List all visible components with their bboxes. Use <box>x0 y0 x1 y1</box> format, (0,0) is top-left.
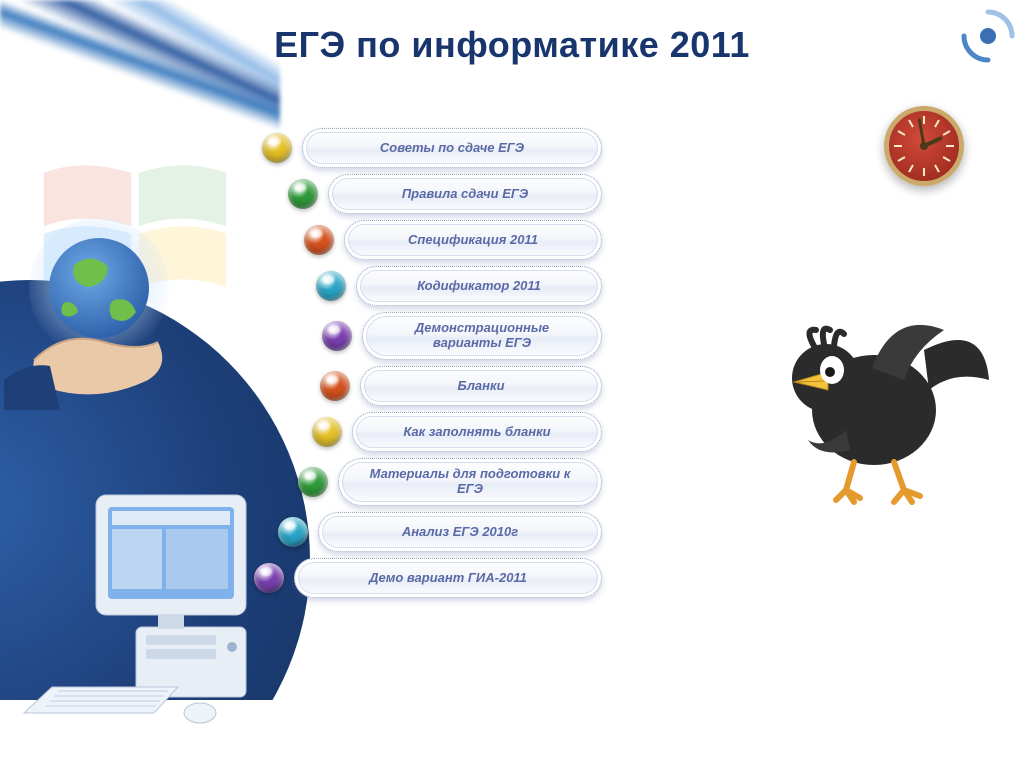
menu-label: Кодификатор 2011 <box>356 266 602 306</box>
menu-label: Бланки <box>360 366 602 406</box>
menu-item[interactable]: Демо вариант ГИА-2011 <box>254 558 602 598</box>
menu-dot-icon <box>288 179 318 209</box>
menu-item[interactable]: Спецификация 2011 <box>304 220 602 260</box>
menu-item[interactable]: Кодификатор 2011 <box>316 266 602 306</box>
menu-label: Как заполнять бланки <box>352 412 602 452</box>
menu-dot-icon <box>278 517 308 547</box>
menu-item[interactable]: Советы по сдаче ЕГЭ <box>262 128 602 168</box>
menu-item[interactable]: Материалы для подготовки к ЕГЭ <box>298 458 602 506</box>
menu-item[interactable]: Правила сдачи ЕГЭ <box>288 174 602 214</box>
menu-dot-icon <box>304 225 334 255</box>
clock-icon <box>884 106 964 186</box>
menu-item[interactable]: Как заполнять бланки <box>312 412 602 452</box>
menu-label: Анализ ЕГЭ 2010г <box>318 512 602 552</box>
menu-dot-icon <box>312 417 342 447</box>
bg-streaks <box>0 0 280 150</box>
menu-item[interactable]: Анализ ЕГЭ 2010г <box>278 512 602 552</box>
menu-label: Материалы для подготовки к ЕГЭ <box>338 458 602 506</box>
menu-label: Демонстрационные варианты ЕГЭ <box>362 312 602 360</box>
crow-cartoon-icon <box>754 290 994 510</box>
menu-dot-icon <box>298 467 328 497</box>
desktop-computer-icon <box>18 477 268 737</box>
globe-in-hand-icon <box>4 210 204 410</box>
menu-label: Спецификация 2011 <box>344 220 602 260</box>
menu-dot-icon <box>322 321 352 351</box>
menu-dot-icon <box>320 371 350 401</box>
menu-item[interactable]: Бланки <box>320 366 602 406</box>
menu-label: Правила сдачи ЕГЭ <box>328 174 602 214</box>
page-title: ЕГЭ по информатике 2011 <box>0 24 1024 66</box>
menu-dot-icon <box>316 271 346 301</box>
menu-label: Советы по сдаче ЕГЭ <box>302 128 602 168</box>
menu-item[interactable]: Демонстрационные варианты ЕГЭ <box>322 312 602 360</box>
menu: Советы по сдаче ЕГЭ Правила сдачи ЕГЭ Сп… <box>262 128 602 598</box>
menu-label: Демо вариант ГИА-2011 <box>294 558 602 598</box>
menu-dot-icon <box>262 133 292 163</box>
